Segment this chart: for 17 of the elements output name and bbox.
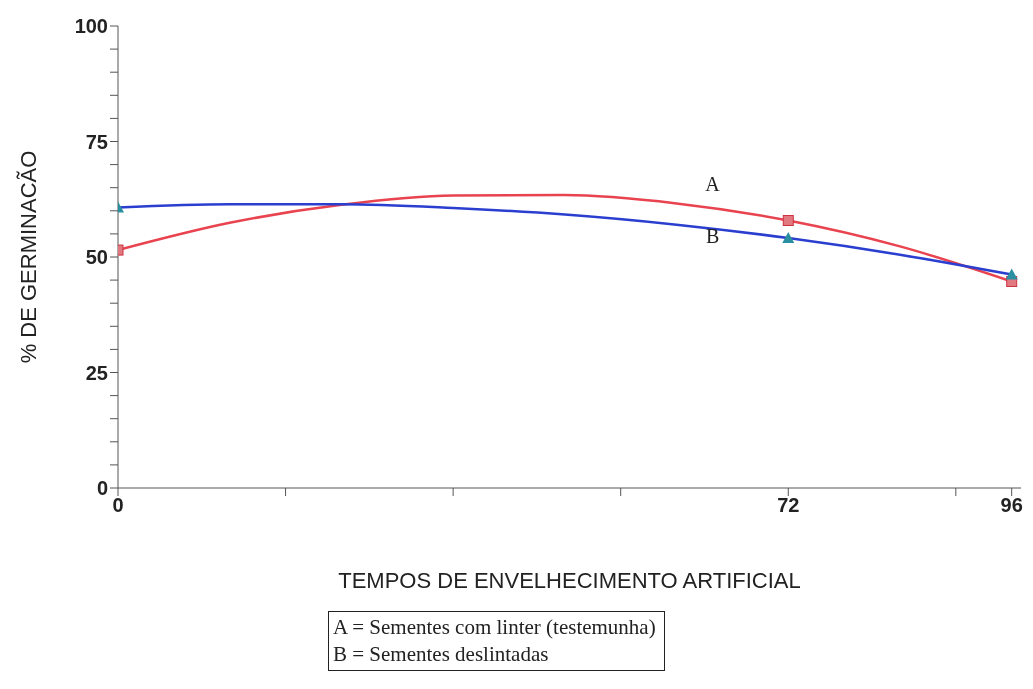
text: B = Sementes deslintadas (333, 641, 550, 668)
y-tick-label: 50 (85, 246, 108, 269)
point (782, 232, 795, 244)
series-label: B (705, 224, 720, 247)
text: A = Sementes com linter (testemunha) (333, 614, 656, 641)
series-label: A (705, 173, 721, 196)
y-tick-label: 100 (74, 15, 108, 38)
x-tick-label: 72 (777, 494, 800, 517)
x-axis-title: TEMPOS DE ENVELHECIMENTO ARTIFICIAL (338, 568, 801, 593)
y-tick-label: 25 (85, 361, 108, 384)
point (1005, 268, 1018, 280)
point (782, 215, 794, 226)
x-tick-label: 0 (112, 494, 124, 517)
x-tick-label: 96 (1000, 494, 1023, 517)
y-tick-label: 0 (96, 477, 108, 500)
y-axis-title: % DE GERMINACÃO (15, 150, 41, 364)
y-tick-label: 75 (85, 130, 108, 153)
